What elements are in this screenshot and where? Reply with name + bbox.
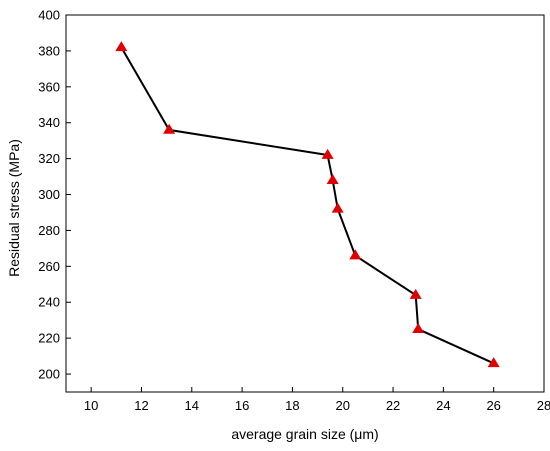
x-axis-title: average grain size (μm) [231,426,378,442]
data-point-marker [331,202,344,213]
x-tick-label: 22 [386,398,400,413]
y-tick-label: 200 [38,367,60,382]
x-tick-label: 20 [336,398,350,413]
x-axis-ticks: 10 12 14 16 18 20 22 24 26 28 [84,387,550,413]
data-point-marker [163,123,176,134]
y-tick-label: 220 [38,331,60,346]
x-tick-label: 10 [84,398,98,413]
x-tick-label: 18 [285,398,299,413]
y-tick-label: 300 [38,187,60,202]
y-axis-title: Residual stress (MPa) [6,139,22,277]
x-tick-label: 26 [486,398,500,413]
x-tick-label: 14 [185,398,199,413]
series-line [120,46,495,365]
y-tick-label: 360 [38,79,60,94]
data-point-marker [409,288,422,299]
data-point-marker [412,322,425,333]
y-tick-label: 320 [38,151,60,166]
y-tick-label: 340 [38,115,60,130]
data-point-marker [326,173,339,184]
data-point-marker [349,249,362,260]
y-axis-ticks: 200 220 240 260 280 300 320 340 360 380 400 [38,8,71,382]
y-tick-label: 280 [38,223,60,238]
x-tick-label: 16 [235,398,249,413]
plot-frame [65,14,545,393]
y-tick-label: 260 [38,259,60,274]
data-point-marker [487,357,500,368]
series-layer [115,41,500,368]
data-point-marker [321,148,334,159]
y-tick-label: 400 [38,8,60,23]
x-tick-label: 28 [537,398,550,413]
x-tick-label: 12 [134,398,148,413]
y-tick-label: 380 [38,43,60,58]
x-tick-label: 24 [436,398,450,413]
y-tick-label: 240 [38,295,60,310]
data-point-marker [115,41,128,52]
